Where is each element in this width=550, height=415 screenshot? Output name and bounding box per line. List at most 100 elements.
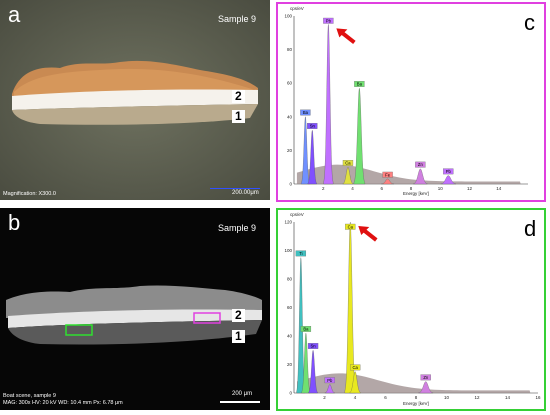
peak-label-box [420, 374, 431, 381]
peak-label-box [443, 168, 454, 175]
peak-label-box [354, 81, 365, 87]
x-tick-label: 4 [351, 186, 354, 191]
peak-label-box [307, 343, 319, 349]
panel-b-scalebar-label: 200 μm [232, 391, 253, 397]
peak-label: Ba [357, 82, 363, 87]
peak-label: Pb [326, 18, 332, 23]
y-tick-label: 60 [287, 305, 293, 310]
red-arrow-icon [336, 28, 356, 44]
spectrum-peak [413, 168, 428, 185]
panel-c-letter: c [524, 10, 535, 35]
y-tick-label: 80 [287, 47, 293, 52]
spectrum-peak [301, 332, 311, 394]
x-tick-label: 2 [323, 395, 326, 400]
panel-d-letter: d [524, 216, 537, 241]
panel-a-magnification: Magnification: X300.0 [3, 191, 56, 197]
spectrum-peak [307, 129, 317, 185]
x-tick-label: 12 [467, 186, 473, 191]
peak-label: Zn [423, 375, 429, 380]
peak-label: Sn [311, 344, 317, 349]
panel-a-scalebar-label: 200.00μm [232, 190, 259, 196]
y-tick-label: 0 [289, 182, 292, 187]
peak-label: Pb [327, 378, 333, 383]
panel-d-y-unit: cps/eV [290, 212, 304, 217]
y-tick-label: 100 [284, 248, 292, 253]
x-tick-label: 2 [322, 186, 325, 191]
peak-label: Ca [345, 161, 351, 166]
panel-c-y-unit: cps/eV [290, 6, 304, 11]
x-tick-label: 10 [444, 395, 450, 400]
panel-d-x-label: Energy [keV] [403, 401, 429, 406]
peak-label-box [350, 364, 361, 371]
panel-a-scalebar [210, 188, 260, 189]
panel-c-x-label: Energy [keV] [403, 191, 429, 196]
y-tick-label: 120 [284, 220, 292, 225]
peak-label-box [323, 17, 334, 24]
panel-b-sample-label: Sample 9 [218, 223, 257, 233]
spectrum-peak [308, 349, 318, 394]
x-tick-label: 12 [474, 395, 480, 400]
peak-label-box [307, 123, 318, 129]
panel-a-sample-label: Sample 9 [218, 14, 257, 24]
peak-label: Ti [299, 251, 302, 256]
peak-label: Fe [385, 172, 391, 177]
red-arrow-icon [358, 226, 378, 242]
peak-label: Ca [348, 224, 354, 229]
spectrum-peak [324, 384, 335, 394]
panel-c: 100 80 60 40 20 0 2 4 6 8 10 12 14 Pb Ba Ba Sn Ca Zn Pb Fe c… [276, 2, 546, 202]
panel-b-caption-line2: MAG: 300x HV: 20 kV WD: 10.4 mm Px: 6.78… [3, 400, 123, 406]
peak-label-box [415, 161, 426, 168]
cross-section-optical [0, 0, 270, 200]
x-tick-label: 10 [438, 186, 444, 191]
panel-b-scalebar [220, 401, 260, 403]
x-tick-label: 16 [535, 395, 541, 400]
y-tick-label: 80 [287, 277, 293, 282]
x-tick-label: 14 [496, 186, 502, 191]
spectrum-d: 120 100 80 60 40 20 0 2 4 6 8 10 12 14 16 Ca Ti Ba Sn Ca Zn P… [284, 220, 541, 401]
x-tick-label: 4 [354, 395, 357, 400]
peak-label: Ba [303, 326, 309, 331]
y-tick-label: 20 [287, 362, 293, 367]
panel-a-letter: a [8, 2, 21, 27]
spectrum-peak [342, 167, 354, 185]
peak-label-box [382, 171, 393, 178]
panel-b-letter: b [8, 210, 21, 235]
panel-a-layer-2: 2 [232, 90, 245, 103]
panel-b-layer-1: 1 [232, 330, 245, 343]
y-tick-label: 100 [284, 14, 292, 19]
peak-label-box [342, 160, 354, 166]
cross-section-sem [0, 208, 270, 410]
peak-label-box [300, 109, 311, 116]
peak-label-box [345, 223, 356, 230]
peak-label-box [300, 326, 312, 332]
x-tick-label: 6 [384, 395, 387, 400]
peak-label: Pb [446, 169, 452, 174]
y-tick-label: 0 [289, 391, 292, 396]
panel-d: 120 100 80 60 40 20 0 2 4 6 8 10 12 14 16 Ca Ti Ba Sn Ca Zn P… [276, 208, 546, 411]
x-tick-label: 14 [505, 395, 511, 400]
spectrum-peak [323, 24, 334, 185]
panel-b-layer-2: 2 [232, 309, 245, 322]
x-tick-label: 8 [415, 395, 418, 400]
peak-label: Ca [352, 365, 358, 370]
panel-a-layer-1: 1 [232, 110, 245, 123]
spectrum-peak [301, 116, 310, 185]
spectrum-peak [381, 178, 394, 185]
spectrum-c: 100 80 60 40 20 0 2 4 6 8 10 12 14 Pb Ba Ba Sn Ca Zn Pb Fe [284, 14, 528, 191]
peak-label-box [324, 377, 335, 384]
panel-a: a Sample 9 2 1 Magnification: X300.0 200… [0, 0, 270, 200]
x-tick-label: 8 [410, 186, 413, 191]
peak-label-box [295, 250, 307, 257]
x-tick-label: 6 [380, 186, 383, 191]
continuum-background [296, 164, 521, 184]
spectrum-peak [353, 88, 366, 185]
y-tick-label: 20 [287, 148, 293, 153]
y-tick-label: 40 [287, 114, 293, 119]
peak-label: Ba [303, 110, 309, 115]
peak-label: Zn [418, 162, 424, 167]
y-tick-label: 40 [287, 334, 293, 339]
spectrum-peak [440, 175, 456, 185]
spectrum-peak [349, 371, 362, 394]
panel-b: b Sample 9 2 1 Boat scene, sample 9 MAG:… [0, 208, 270, 410]
spectrum-peak [418, 381, 434, 394]
